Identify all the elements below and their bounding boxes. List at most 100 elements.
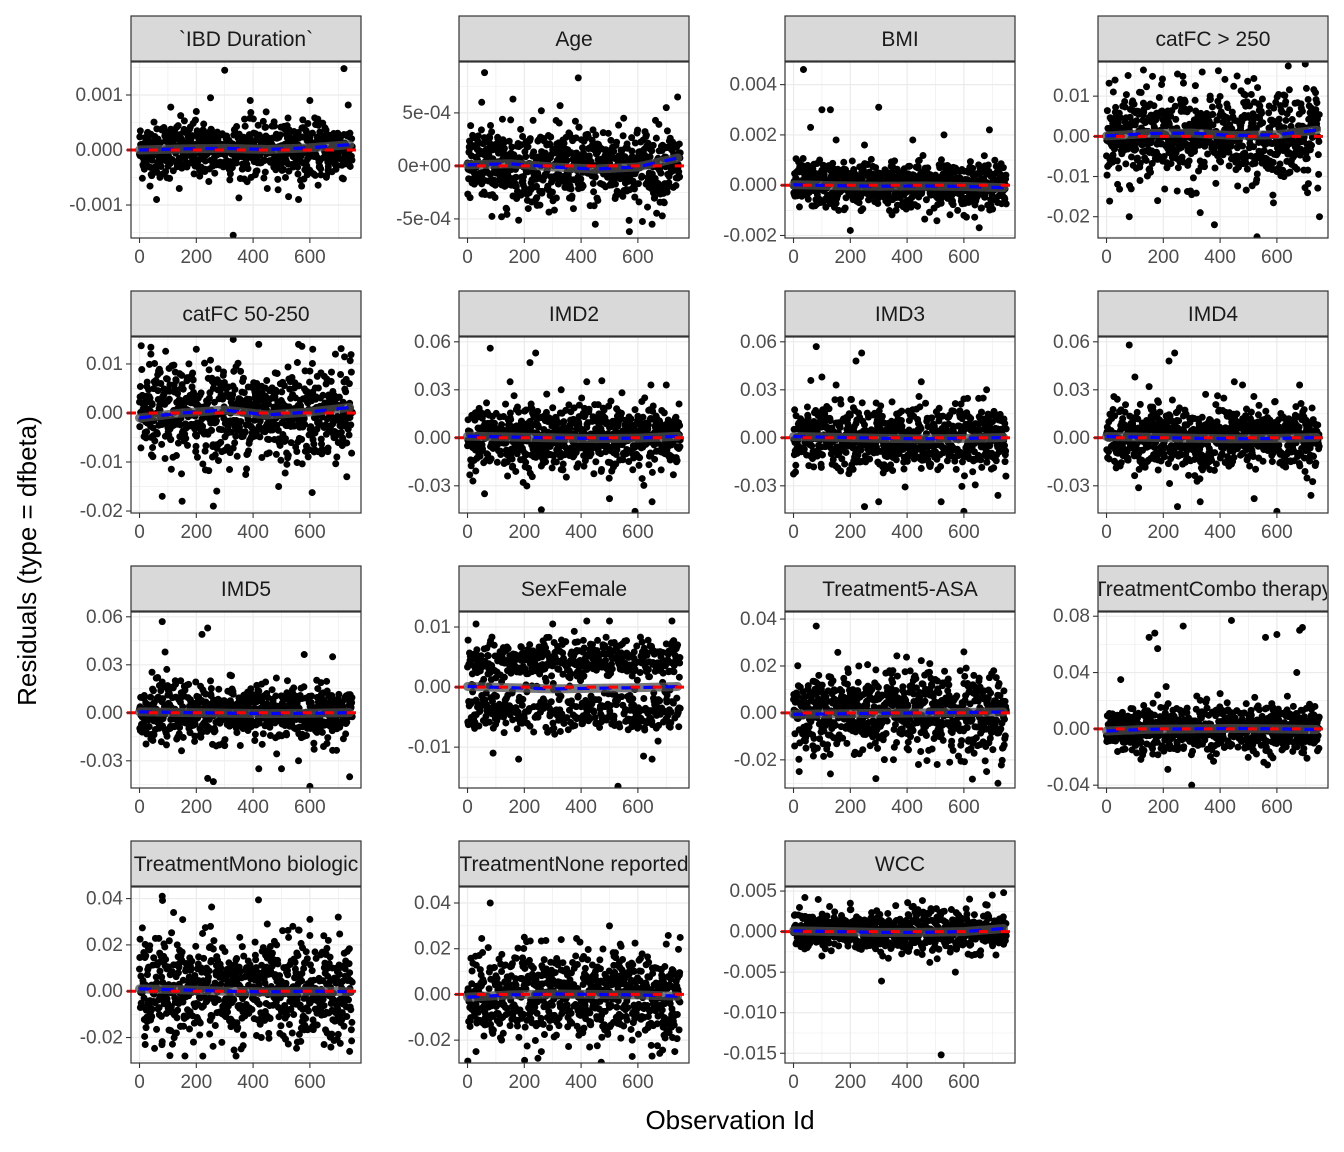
data-point [1127, 185, 1135, 193]
data-point [1150, 102, 1158, 110]
data-point [491, 194, 499, 202]
facet-catfc-50-250: catFC 50-250-0.02-0.010.000.010 200 400 600 [80, 290, 365, 543]
data-point [872, 164, 880, 172]
x-tick-label: 400 [565, 522, 597, 543]
data-point [339, 175, 347, 183]
data-point [542, 458, 550, 466]
data-point [1224, 104, 1232, 112]
data-point [172, 452, 180, 460]
data-point [1285, 86, 1293, 94]
data-point [1002, 171, 1010, 179]
data-point [1282, 116, 1290, 124]
data-point [294, 163, 302, 171]
data-point [1160, 152, 1168, 160]
data-point [1314, 184, 1322, 192]
data-point [1250, 75, 1258, 83]
data-point [1275, 115, 1283, 123]
y-tick-label: 0.01 [1053, 86, 1090, 107]
data-point [345, 380, 353, 388]
data-point [156, 368, 164, 376]
data-point [486, 134, 494, 142]
data-point [598, 377, 606, 385]
data-point [949, 201, 957, 209]
data-point [149, 453, 157, 461]
data-point [524, 205, 532, 213]
data-point [467, 122, 475, 130]
outlier-point [674, 93, 682, 101]
data-point [635, 198, 643, 206]
data-point [293, 359, 301, 367]
data-point [660, 409, 668, 417]
data-point [211, 169, 219, 177]
data-point [672, 182, 680, 190]
data-point [893, 201, 901, 209]
data-point [592, 458, 600, 466]
data-point [1312, 89, 1320, 97]
data-point [810, 463, 818, 471]
outlier-point [229, 337, 237, 343]
data-point [924, 164, 932, 172]
data-point [273, 370, 281, 378]
data-point [1315, 170, 1323, 178]
y-tick-label: -0.01 [80, 452, 123, 473]
data-point [192, 442, 200, 450]
data-point [634, 126, 642, 134]
data-point [314, 181, 322, 189]
data-point [343, 439, 351, 447]
outlier-point [221, 66, 229, 74]
outlier-point [1315, 213, 1323, 221]
data-point [217, 438, 225, 446]
outlier-point [275, 483, 283, 491]
data-point [314, 115, 322, 123]
data-point [337, 428, 345, 436]
data-point [1103, 107, 1111, 115]
data-point [146, 182, 154, 190]
outlier-point [178, 497, 186, 505]
data-point [213, 487, 221, 495]
data-point [1313, 99, 1321, 107]
x-tick-label: 400 [1204, 247, 1236, 268]
panel-background [785, 62, 1015, 238]
data-point [519, 132, 527, 140]
data-point [1304, 180, 1312, 188]
data-point [543, 390, 551, 398]
data-point [1269, 199, 1277, 207]
data-point [1281, 92, 1289, 100]
data-point [1204, 150, 1212, 158]
outlier-point [960, 211, 968, 219]
data-point [1244, 77, 1252, 85]
data-point [474, 132, 482, 140]
data-point [261, 168, 269, 176]
data-point [158, 440, 166, 448]
y-tick-label: -5e-04 [396, 209, 451, 230]
data-point [508, 143, 516, 151]
data-point [1173, 187, 1181, 195]
data-point [205, 467, 213, 475]
y-tick-label: -0.02 [80, 501, 123, 522]
outlier-point [846, 226, 854, 234]
outlier-point [309, 345, 317, 353]
data-point [645, 461, 653, 469]
data-point [1315, 111, 1323, 119]
data-point [548, 188, 556, 196]
data-point [233, 123, 241, 131]
data-point [1132, 145, 1140, 153]
data-point [178, 470, 186, 478]
data-point [638, 217, 646, 225]
outlier-point [263, 185, 271, 192]
data-point [816, 156, 824, 164]
data-point [348, 156, 356, 164]
data-point [191, 116, 199, 124]
data-point [676, 173, 684, 181]
outlier-point [1210, 221, 1218, 229]
data-point [1293, 165, 1301, 173]
data-point [831, 396, 839, 404]
data-point [143, 378, 151, 386]
data-point [1149, 72, 1157, 80]
data-point [306, 378, 314, 386]
data-point [229, 391, 237, 399]
data-point [1212, 179, 1220, 187]
y-tick-label: 0.000 [729, 175, 777, 196]
data-point [634, 180, 642, 188]
